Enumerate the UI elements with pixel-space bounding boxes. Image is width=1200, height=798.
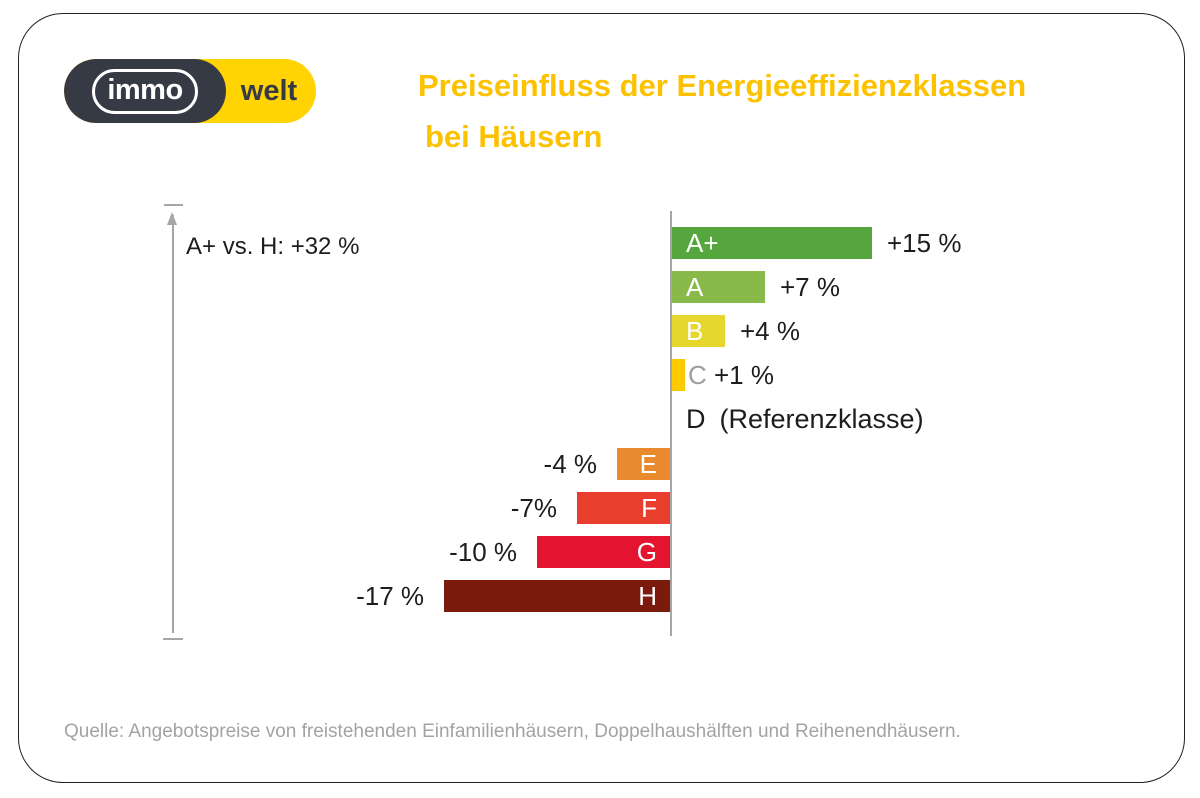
- reference-note: (Referenzklasse): [719, 403, 924, 434]
- category-label: F: [641, 492, 657, 523]
- bar-row: D (Referenzklasse): [19, 403, 1183, 435]
- bar: [577, 491, 670, 524]
- bar-row: B +4 %: [19, 315, 1183, 348]
- annotation-range-line: [172, 215, 174, 633]
- value-label: -17 %: [356, 580, 424, 611]
- category-label: B: [686, 316, 704, 347]
- bar-row: A +7 %: [19, 271, 1183, 304]
- category-label: A: [686, 272, 704, 303]
- value-label: -10 %: [449, 536, 517, 567]
- value-label: -4 %: [543, 448, 597, 479]
- chart-title-line1: Preiseinfluss der Energieeffizienzklasse…: [418, 68, 1027, 103]
- category-label: C: [688, 360, 707, 391]
- bar-row: A+ +15 %: [19, 227, 1183, 259]
- category-label: G: [636, 536, 657, 567]
- bar-row: F -7%: [19, 491, 1183, 524]
- bar: [537, 535, 670, 568]
- bar: [672, 227, 872, 259]
- immowelt-logo: immo welt: [64, 59, 316, 123]
- bar: [444, 579, 670, 612]
- value-label: +7 %: [780, 272, 840, 303]
- baseline-axis: [670, 211, 672, 636]
- bar: [672, 315, 725, 348]
- chart: A+ +15 % A +7 % B +4 % C +1 % D (Referenzklasse) E…: [19, 211, 1183, 641]
- card: immo welt Preiseinfluss der Energieeffiz…: [18, 13, 1185, 783]
- category-label: H: [638, 580, 657, 611]
- bar: [672, 359, 685, 392]
- annotation-bottom-tick: [163, 638, 183, 640]
- value-label: +4 %: [740, 316, 800, 347]
- reference-row: D (Referenzklasse): [686, 403, 924, 435]
- bar-row: H -17 %: [19, 579, 1183, 612]
- logo-welt-text: welt: [240, 74, 298, 107]
- bar-row: E -4 %: [19, 447, 1183, 480]
- chart-title: Preiseinfluss der Energieeffizienzklasse…: [418, 60, 1026, 162]
- bar-row: G -10 %: [19, 535, 1183, 568]
- bar-row: C +1 %: [19, 359, 1183, 392]
- category-label: E: [639, 448, 657, 479]
- logo-immo-text: immo: [92, 68, 198, 114]
- source-note: Quelle: Angebotspreise von freistehenden…: [64, 721, 961, 742]
- chart-title-line2: bei Häusern: [425, 119, 603, 154]
- annotation-label: A+ vs. H: +32 %: [186, 233, 360, 260]
- annotation-top-tick: [164, 204, 183, 206]
- category-label: D: [686, 403, 706, 434]
- bar: [617, 447, 670, 480]
- value-label: +1 %: [714, 360, 774, 391]
- value-label: -7%: [510, 492, 557, 523]
- category-label: A+: [686, 228, 719, 258]
- bar: [672, 271, 765, 304]
- value-label: +15 %: [887, 228, 962, 258]
- logo-dark-pill: immo: [64, 59, 226, 123]
